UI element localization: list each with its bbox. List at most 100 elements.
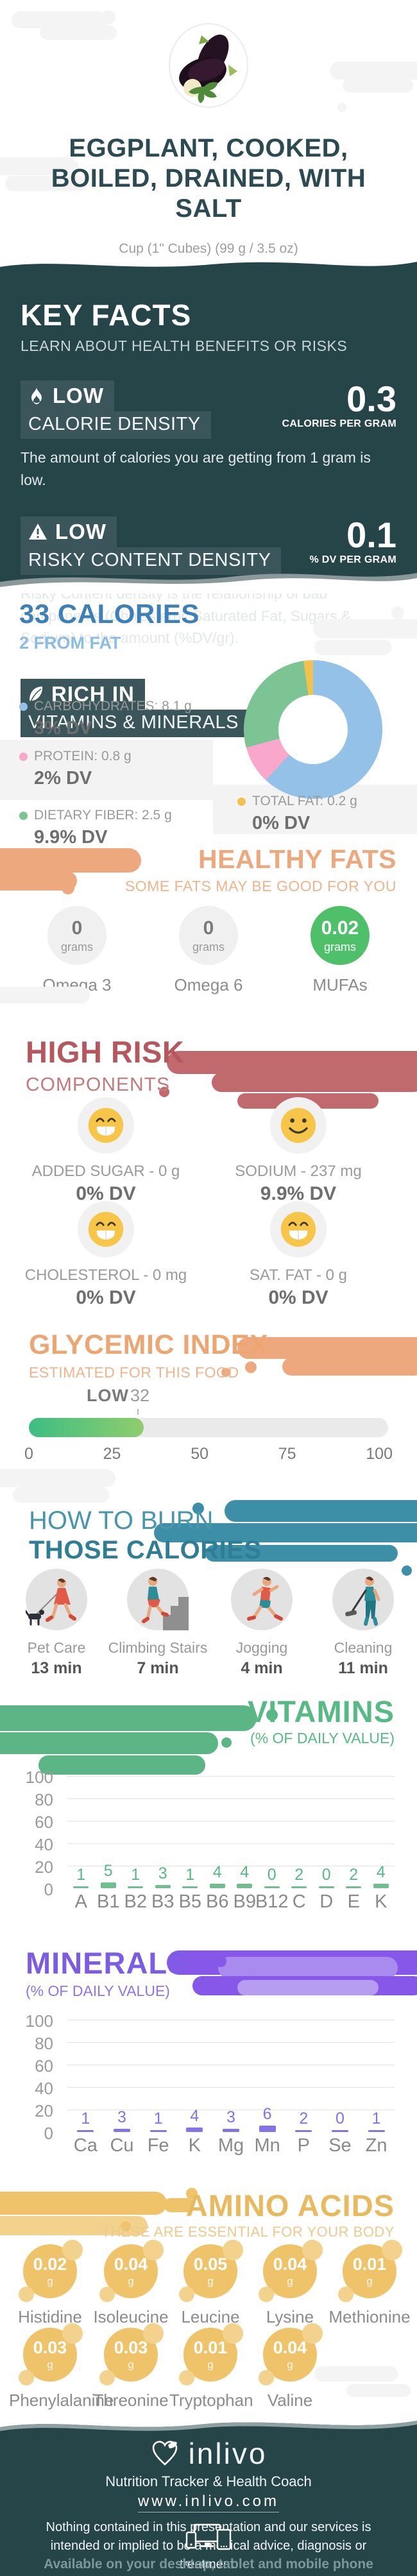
omega3-unit: grams [60,940,93,953]
bar-value: 1 [81,2110,90,2128]
fact-badge: LOW [21,516,117,547]
carb-dot-icon [19,702,28,711]
burn-calories-section: HOW TO BURN THOSE CALORIES Pet Care 13 m… [0,1469,417,1694]
cloud-decoration [314,2366,398,2382]
vitamins-subtitle: (% OF DAILY VALUE) [250,1730,395,1746]
amino-methionine: 0.01 g Methionine [328,2240,411,2327]
y-axis: 100 80 60 40 20 0 [22,2011,58,2143]
fact-label: VITAMINS & MINERALS [21,709,250,737]
bar-vitamin-b1: 5 B1 [97,1776,119,1912]
amino-value: 0.03 [33,2338,67,2357]
bar-category: Mn [254,2135,280,2156]
website-link[interactable]: www.inlivo.com [137,2493,280,2512]
amino-unit: g [128,2358,134,2371]
activity-cleaning: Cleaning 11 min [312,1569,414,1678]
bar [237,1884,253,1888]
bar-category: Se [328,2135,352,2156]
blob-decoration [282,1358,417,1376]
fact-badge: LOW [21,380,114,411]
activity-time: 11 min [338,1659,388,1677]
amino-unit: g [287,2275,293,2287]
bar [155,1884,171,1888]
blob-decoration [245,1361,257,1373]
bar-selenium: 0 Se [328,2020,351,2156]
vitamins-title: VITAMINS [247,1694,395,1728]
cloud-decoration [391,606,404,619]
cloud-decoration [0,1469,115,1487]
bar-manganese: 6 Mn [254,2020,280,2156]
walking-dog-figure [26,1578,76,1626]
omega3-item: 0 grams Omega 3 [29,902,125,995]
bar [222,2128,239,2132]
blob-decoration [225,1500,417,1522]
healthy-fats-section: HEALTHY FATS SOME FATS MAY BE GOOD FOR Y… [0,834,417,1027]
mufa-label: MUFAs [312,975,368,994]
bar [291,1886,307,1888]
bar-category: K [375,1891,387,1912]
blob-decoration [212,1073,417,1092]
bar-value: 3 [117,2108,126,2126]
protein-dot-icon [19,752,28,761]
fact-badge-text: LOW [53,384,104,407]
bar-category: Fe [147,2135,169,2156]
component-label: SODIUM - 237 mg [235,1163,362,1180]
fact-badge-text: RICH IN [51,681,135,706]
cloud-decoration [5,176,89,191]
smile-face-icon [280,1107,316,1143]
bar-value: 2 [349,1865,359,1884]
bar-value: 0 [335,2110,345,2128]
grin-face-icon [280,1211,316,1247]
amino-name: Leucine [181,2307,240,2326]
activity-jogging: Jogging 4 min [210,1569,313,1678]
amino-blob: 0.04 g [99,2240,164,2302]
added-sugar-circle [78,1097,134,1154]
amino-threonine: 0.03 g Threonine [90,2323,172,2410]
component-label: CHOLESTEROL - 0 mg [24,1267,187,1284]
fact-value: 0.1 [346,515,396,555]
fact-unit: CALORIES PER GRAM [282,418,396,430]
grin-face-icon [88,1107,124,1143]
bar-value: 1 [185,1866,195,1884]
legend-dv: 3% DV [34,718,92,738]
scale-tick: 75 [278,1445,296,1463]
section-subtitle: LEARN ABOUT HEALTH BENEFITS OR RISKS [21,337,348,354]
high-risk-title: HIGH RISK [26,1035,185,1069]
fiber-dot-icon [19,811,28,820]
amino-unit: g [207,2358,214,2371]
bar [346,1886,362,1888]
amino-name: Threonine [93,2391,169,2410]
high-risk-section: HIGH RISK COMPONENTS ADDED SUGAR - 0 g 0… [0,987,417,1328]
cloud-decoration [0,987,90,1003]
component-dv: 0% DV [76,1183,136,1204]
wave-divider [0,2414,417,2431]
blob-decoration [237,1337,417,1359]
flame-icon [31,386,42,404]
blob-decoration [399,1985,409,1995]
mufa-value: 0.02 [321,917,359,939]
glycemic-level: LOW [87,1386,129,1405]
cholesterol-item: CHOLESTEROL - 0 mg 0% DV [10,1201,202,1309]
amino-name: Tryptophan [169,2391,253,2410]
bar [128,1886,144,1888]
amino-value: 0.04 [273,2255,307,2274]
bar-value: 5 [103,1862,113,1881]
healthy-fats-title: HEALTHY FATS [198,844,396,874]
sodium-circle [270,1097,327,1154]
healthy-fats-subtitle: SOME FATS MAY BE GOOD FOR YOU [124,878,396,894]
bar-category: C [292,1891,306,1912]
bar [295,2129,312,2132]
amino-value: 0.03 [114,2338,148,2357]
brand-name: inlivo [188,2437,268,2470]
y-tick: 0 [44,2124,53,2143]
amino-lysine: 0.04 g Lysine [249,2240,331,2327]
bar-vitamin-b3: 3 B3 [151,1776,174,1912]
y-tick: 80 [35,2034,53,2053]
component-dv: 0% DV [268,1287,328,1308]
calories-section: 33 CALORIES 2 FROM FAT CARBOHYDRATES: 8.… [0,593,417,848]
blob-decoration [159,1087,169,1097]
omega3-value-circle: 0 grams [47,902,112,965]
